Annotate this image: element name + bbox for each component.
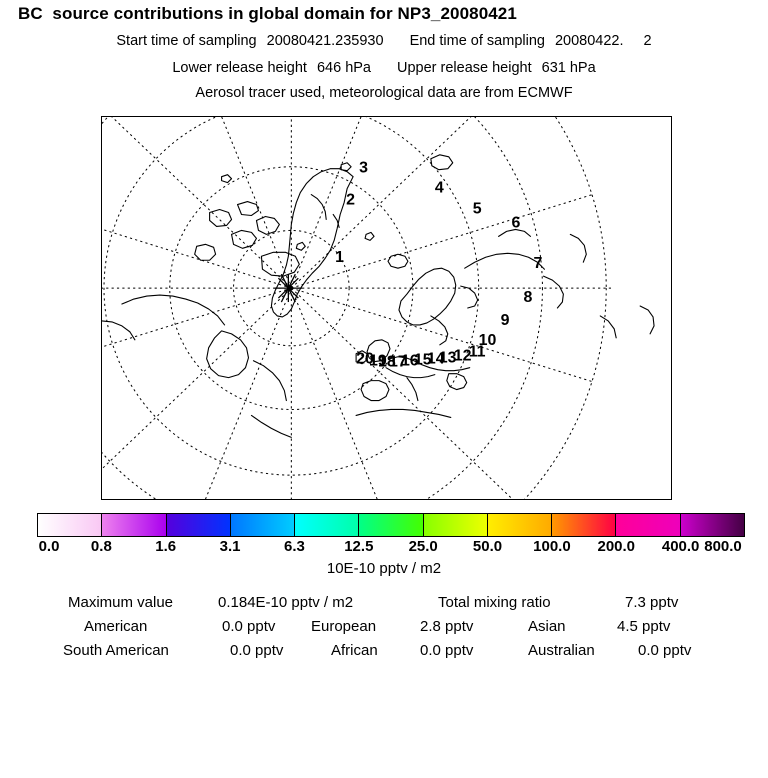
release-height-line: Lower release height 646 hPa Upper release… (0, 60, 768, 76)
map-label-14: 14 (427, 351, 445, 368)
colorbar-tick-0.8: 0.8 (90, 538, 112, 555)
region-african-value: 0.0 pptv (420, 642, 474, 659)
sampling-time-line: Start time of sampling 20080421.235930 End… (0, 33, 768, 49)
end-time-value-tail: 2 (643, 33, 652, 49)
colorbar-tick-25.0: 25.0 (408, 538, 438, 555)
stats-row-summary: Maximum value 0.184E-10 pptv / m2 Total … (0, 594, 768, 618)
colorbar-tick-3.1: 3.1 (219, 538, 241, 555)
map-label-5: 5 (473, 201, 482, 218)
colorbar-unit-label: 10E-10 pptv / m2 (326, 560, 442, 577)
map-label-15: 15 (414, 352, 432, 369)
colorbar-segments[interactable] (37, 513, 745, 537)
total-mixing-ratio-label: Total mixing ratio (438, 594, 551, 611)
start-time-value: 20080421.235930 (266, 33, 384, 49)
colorbar-segment-8[interactable] (552, 514, 617, 536)
map-label-13: 13 (439, 350, 457, 367)
start-time-label: Start time of sampling (116, 33, 257, 49)
region-south-american-label: South American (63, 642, 169, 659)
region-european-label: European (311, 618, 377, 635)
map-label-17: 17 (389, 354, 407, 371)
map-label-6: 6 (512, 214, 521, 231)
end-time-value: 20080422. (554, 33, 624, 49)
statistics-block: Maximum value 0.184E-10 pptv / m2 Total … (0, 594, 768, 666)
max-value-value: 0.184E-10 pptv / m2 (218, 594, 354, 611)
colorbar-segment-2[interactable] (166, 514, 231, 536)
map-label-19: 19 (369, 353, 387, 370)
region-american-value: 0.0 pptv (222, 618, 276, 635)
map-label-11: 11 (469, 344, 486, 361)
colorbar-segment-10[interactable] (680, 514, 744, 536)
polar-stereographic-map[interactable]: 3 2 4 5 6 7 1 8 9 10 11 12 13 14 15 16 17 18 19 20 (101, 116, 672, 500)
lower-release-label: Lower release height (172, 60, 307, 76)
colorbar-segment-1[interactable] (102, 514, 167, 536)
end-time-label: End time of sampling (409, 33, 545, 49)
colorbar-segment-3[interactable] (230, 514, 296, 536)
colorbar-tick-12.5: 12.5 (344, 538, 374, 555)
region-african-label: African (331, 642, 378, 659)
region-australian-label: Australian (528, 642, 595, 659)
colorbar-segment-5[interactable] (359, 514, 424, 536)
upper-release-value: 631 hPa (541, 60, 596, 76)
colorbar-tick-50.0: 50.0 (472, 538, 503, 555)
region-australian-value: 0.0 pptv (638, 642, 692, 659)
colorbar-segment-6[interactable] (423, 514, 488, 536)
release-point-star (274, 273, 303, 303)
tracer-meteo-line: Aerosol tracer used, meteorological data… (195, 85, 573, 101)
map-label-7: 7 (533, 255, 542, 272)
colorbar-segment-9[interactable] (616, 514, 681, 536)
graticule-meridians (102, 117, 613, 499)
region-asian-value: 4.5 pptv (617, 618, 671, 635)
map-label-3: 3 (359, 160, 368, 177)
stats-row-1: American 0.0 pptv European 2.8 pptv Asia… (0, 618, 768, 642)
region-european-value: 2.8 pptv (420, 618, 474, 635)
colorbar-tick-6.3: 6.3 (284, 538, 305, 555)
region-american-label: American (84, 618, 148, 635)
colorbar-tick-100.0: 100.0 (533, 538, 571, 555)
map-label-12: 12 (454, 348, 472, 365)
map-label-8: 8 (524, 289, 533, 306)
colorbar-tick-200.0: 200.0 (597, 538, 636, 555)
map-label-1: 1 (335, 249, 344, 266)
map-label-16: 16 (401, 353, 419, 370)
map-label-10: 10 (479, 332, 497, 349)
colorbar-tick-1.6: 1.6 (155, 538, 177, 555)
colorbar[interactable] (37, 513, 745, 537)
lower-release-value: 646 hPa (316, 60, 371, 76)
colorbar-segment-7[interactable] (487, 514, 553, 536)
colorbar-tick-labels: 0.0 0.8 1.6 3.1 6.3 12.5 25.0 50.0 100.0 200.0 400… (0, 538, 768, 558)
page-title: BC source contributions in global domain… (18, 4, 517, 23)
colorbar-segment-4[interactable] (295, 514, 360, 536)
map-label-20: 20 (356, 351, 374, 368)
colorbar-tick-400.0: 400.0 (661, 538, 700, 555)
map-label-18: 18 (378, 354, 396, 371)
stats-row-2: South American 0.0 pptv African 0.0 pptv… (0, 642, 768, 666)
region-south-american-value: 0.0 pptv (230, 642, 284, 659)
region-asian-label: Asian (528, 618, 566, 635)
colorbar-tick-0.0: 0.0 (38, 538, 60, 555)
colorbar-segment-0[interactable] (38, 514, 103, 536)
total-mixing-ratio-value: 7.3 pptv (625, 594, 679, 611)
map-label-4: 4 (435, 180, 444, 197)
coastlines (102, 154, 655, 438)
colorbar-tick-800.0: 800.0 (704, 538, 742, 555)
map-label-9: 9 (501, 312, 510, 329)
max-value-label: Maximum value (68, 594, 174, 611)
map-label-2: 2 (346, 192, 355, 209)
upper-release-label: Upper release height (397, 60, 532, 76)
